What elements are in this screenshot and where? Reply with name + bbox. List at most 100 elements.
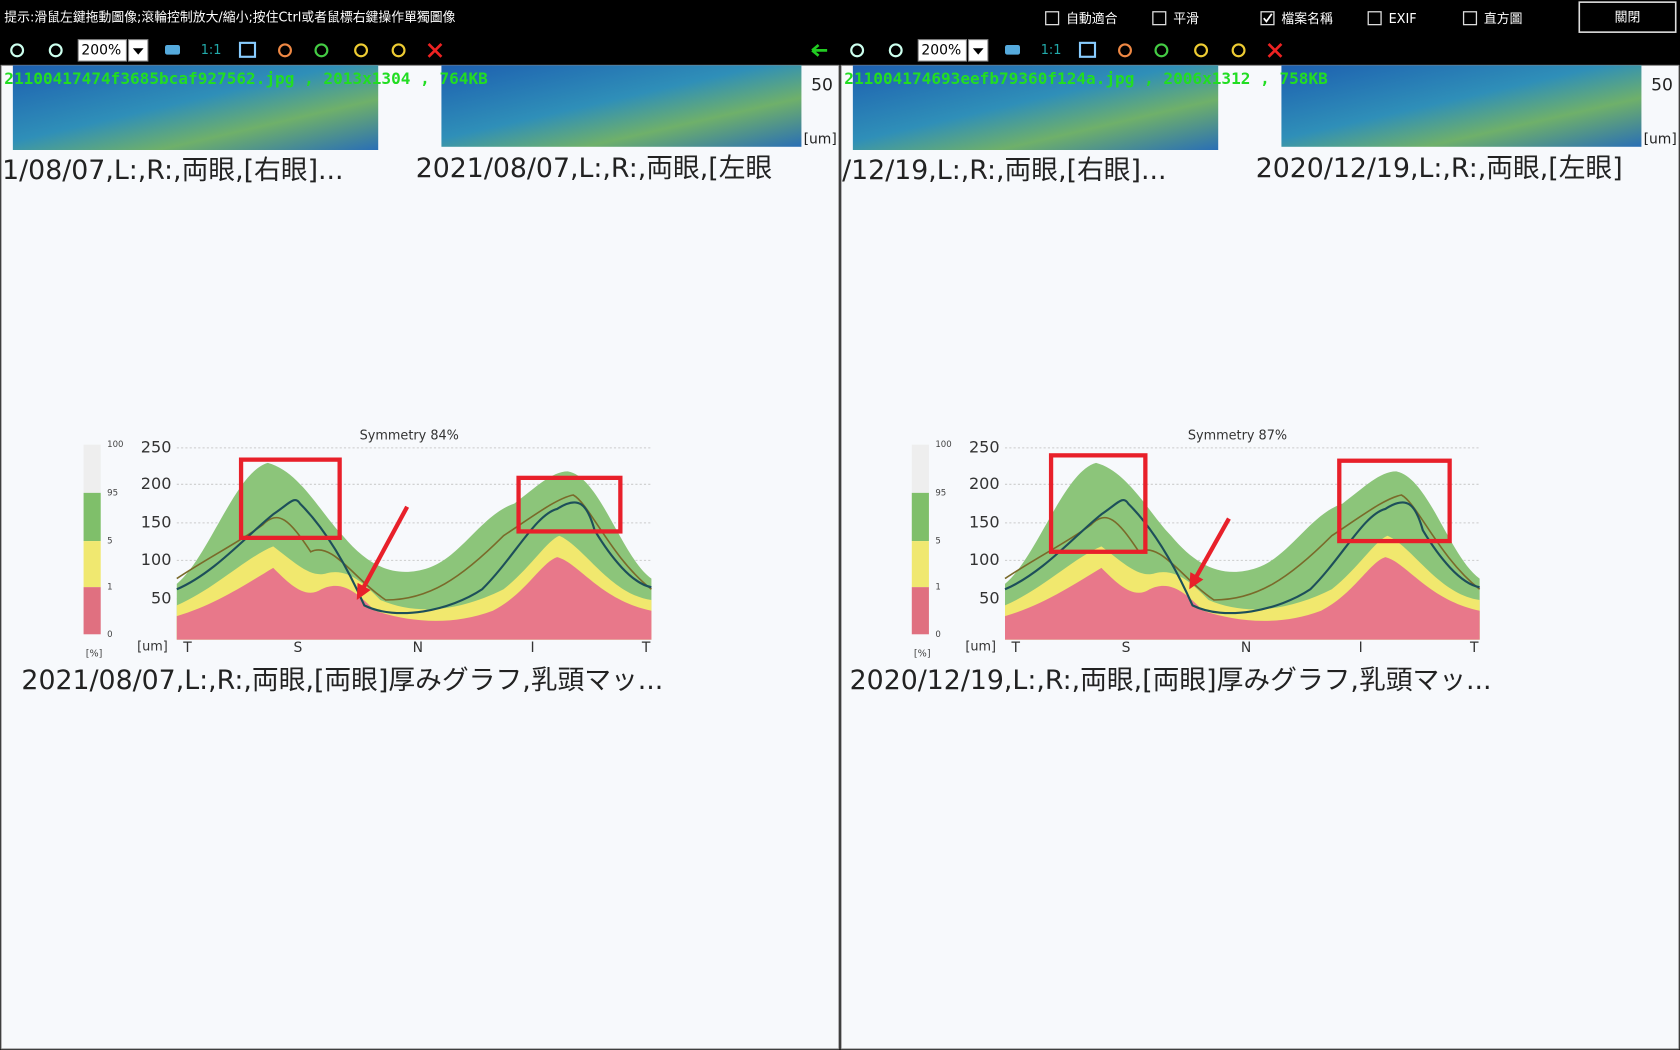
zoom-value[interactable]: 200% <box>81 42 121 58</box>
checkbox[interactable] <box>1367 11 1382 26</box>
chart-title: Symmetry 84% <box>360 429 459 444</box>
percent-label: 1 <box>935 583 940 593</box>
arrow-head <box>356 582 371 600</box>
y-label: 250 <box>141 437 172 456</box>
percent-unit: [%] <box>914 649 931 660</box>
checkmark[interactable] <box>1263 13 1273 23</box>
curve <box>1004 499 1480 615</box>
checkbox[interactable] <box>1152 11 1167 26</box>
close-image[interactable] <box>1267 42 1283 58</box>
unit-label: [um] <box>965 640 996 655</box>
hint: 提示:滑鼠左鍵拖動圖像;滾輪控制放大/縮小;按住Ctrl或者鼠標右鍵操作單獨圖像 <box>4 10 455 26</box>
percent-label: 1 <box>107 583 112 593</box>
chart-title: Symmetry 87% <box>1188 429 1287 444</box>
caption: 2020/12/19,L:,R:,両眼,[両眼]厚みグラフ,乳頭マッ... <box>850 665 1492 696</box>
actual-size[interactable]: 1:1 <box>201 43 222 58</box>
caption-top: 1/08/07,L:,R:,両眼,[右眼]... <box>2 155 343 186</box>
zoom-field[interactable] <box>917 39 967 62</box>
full-icon[interactable] <box>238 41 257 58</box>
red-area <box>1005 557 1480 640</box>
checkbox[interactable] <box>1045 11 1060 26</box>
checkbox[interactable] <box>1462 11 1478 26</box>
option-label[interactable]: 檔案名稱 <box>1281 11 1333 27</box>
percent-band <box>83 492 101 542</box>
scale-unit: [um] <box>1644 131 1677 147</box>
image-area[interactable] <box>0 64 840 1050</box>
flip-v[interactable] <box>1231 43 1246 58</box>
fit-icon[interactable] <box>1005 45 1020 55</box>
sync-arrow[interactable] <box>811 43 828 57</box>
panel: 200% 1:150[um]1/08/07,L:,R:,両眼,[右眼]... 202… <box>0 39 840 1050</box>
x-label: N <box>1241 640 1251 656</box>
percent-band <box>911 492 929 542</box>
zoom-value[interactable]: 200% <box>921 42 961 58</box>
panel: 200% 1:150[um]/12/19,L:,R:,両眼,[右眼]... 2020… <box>840 39 1680 1050</box>
caption-top: 2021/08/07,L:,R:,両眼,[左眼 <box>416 153 773 184</box>
rotate-right[interactable] <box>1154 43 1169 58</box>
percent-label: 95 <box>107 488 118 498</box>
percent-band <box>83 444 101 493</box>
percent-band <box>83 541 101 588</box>
file-info: 211004174693eefb79360f124a.jpg , 2006x13… <box>844 69 1328 88</box>
scale-label: 50 <box>1651 76 1673 96</box>
curve <box>176 494 652 601</box>
percent-label: 5 <box>935 537 940 547</box>
y-label: 100 <box>141 550 172 569</box>
dropdown-arrow[interactable] <box>132 48 144 55</box>
caption-top: 2020/12/19,L:,R:,両眼,[左眼] <box>1256 153 1623 184</box>
checkbox[interactable] <box>1260 11 1275 26</box>
option-label[interactable]: 自動適合 <box>1066 11 1118 27</box>
x-label: T <box>182 640 192 656</box>
option-label[interactable]: 平滑 <box>1173 12 1199 27</box>
y-label: 50 <box>151 588 171 607</box>
fit-icon[interactable] <box>165 45 180 55</box>
close-button[interactable] <box>1578 1 1677 33</box>
zoom-in[interactable] <box>850 43 865 58</box>
actual-size[interactable]: 1:1 <box>1041 43 1062 58</box>
y-label: 150 <box>969 512 1000 531</box>
percent-label: 0 <box>107 630 112 640</box>
zoom-out[interactable] <box>48 43 63 58</box>
caption-top: /12/19,L:,R:,両眼,[右眼]... <box>842 155 1166 186</box>
image-area[interactable] <box>840 64 1680 1050</box>
curve <box>1004 494 1481 601</box>
file-info: 21100417474f3685bcaf927562.jpg , 2013x13… <box>4 69 488 88</box>
x-label: T <box>641 640 651 656</box>
thickness-chart: Symmetry 87% 100 95 5 1 0 [%] 250 200 150 100 50 T S N… <box>850 429 1492 696</box>
y-label: 50 <box>979 588 999 607</box>
x-label: T <box>1010 640 1020 656</box>
percent-band <box>911 587 929 635</box>
close-image[interactable] <box>427 42 443 58</box>
flip-h[interactable] <box>1194 43 1209 58</box>
highlight-box <box>1048 453 1148 554</box>
option-label[interactable]: 直方圖 <box>1484 11 1523 27</box>
zoom-out[interactable] <box>888 43 903 58</box>
x-label: N <box>413 640 423 656</box>
percent-label: 0 <box>935 630 940 640</box>
full-icon[interactable] <box>1078 41 1097 58</box>
dropdown-arrow[interactable] <box>972 48 984 55</box>
x-label: S <box>1122 640 1131 656</box>
heatmap <box>1281 65 1642 147</box>
percent-unit: [%] <box>86 649 103 660</box>
arrow-head <box>1189 572 1204 590</box>
percent-label: 100 <box>107 440 123 450</box>
close-label[interactable]: 關閉 <box>1615 11 1641 26</box>
red-area <box>176 557 652 640</box>
arrow-shaft <box>1192 517 1231 581</box>
rotate-left[interactable] <box>1118 43 1132 58</box>
zoom-field[interactable] <box>77 39 127 62</box>
heatmap <box>12 65 379 150</box>
rotate-left[interactable] <box>278 43 292 58</box>
percent-label: 100 <box>935 440 951 450</box>
x-label: T <box>1469 640 1479 656</box>
flip-v[interactable] <box>391 43 406 58</box>
y-label: 150 <box>141 512 172 531</box>
zoom-in[interactable] <box>10 43 25 58</box>
flip-h[interactable] <box>354 43 369 58</box>
x-label: I <box>530 640 534 656</box>
option-label[interactable]: EXIF <box>1389 12 1417 27</box>
percent-label: 5 <box>107 537 112 547</box>
rotate-right[interactable] <box>314 43 329 58</box>
